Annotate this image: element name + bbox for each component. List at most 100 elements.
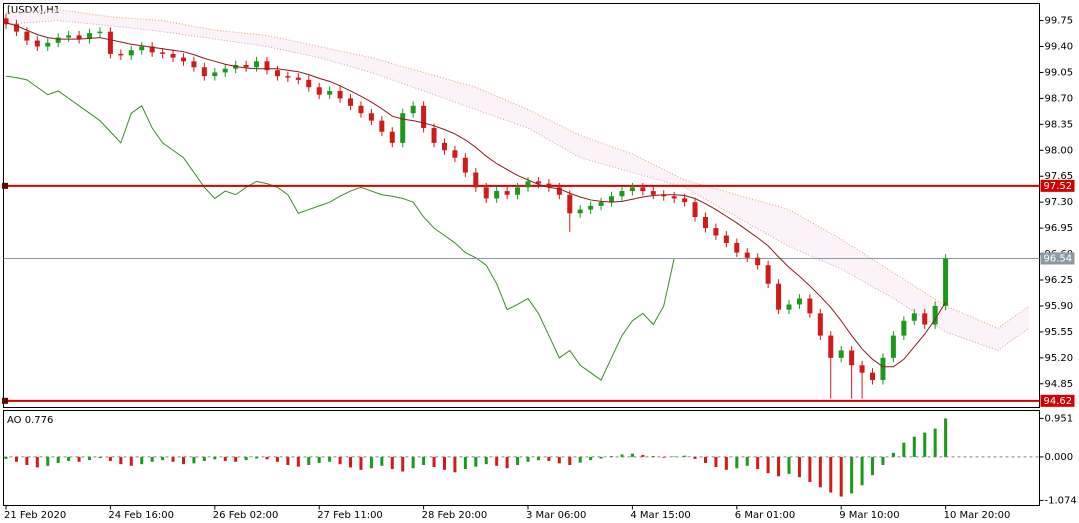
candle-body bbox=[817, 313, 823, 336]
indicator-title: AO 0.776 bbox=[7, 415, 53, 426]
candle-body bbox=[556, 187, 562, 195]
candle-body bbox=[932, 305, 938, 325]
candle-body bbox=[713, 228, 719, 236]
ao-bar bbox=[108, 456, 112, 461]
ao-bar bbox=[265, 456, 269, 460]
ao-bar bbox=[484, 456, 488, 465]
y-tick-label: 94.85 bbox=[1045, 379, 1074, 390]
ao-bar bbox=[474, 456, 478, 467]
ao-bar bbox=[693, 456, 697, 459]
ao-bar bbox=[380, 456, 384, 466]
ao-bar bbox=[912, 436, 916, 457]
ao-bar bbox=[307, 456, 311, 466]
level-label-box bbox=[1040, 179, 1075, 192]
indicator-y-tick-label: 0.951 bbox=[1045, 413, 1074, 424]
candle-body bbox=[34, 40, 40, 47]
level-label-box bbox=[1040, 394, 1075, 407]
y-tick-label: 97.65 bbox=[1045, 171, 1074, 182]
ao-bar bbox=[129, 456, 133, 466]
candle-body bbox=[358, 105, 364, 114]
candle-body bbox=[254, 61, 260, 68]
candle-body bbox=[650, 191, 656, 195]
candle-body bbox=[76, 35, 82, 40]
ao-bar bbox=[328, 456, 332, 462]
candle-body bbox=[598, 202, 604, 206]
candle-body bbox=[880, 357, 886, 381]
level-marker bbox=[2, 397, 8, 404]
level-label: 94.62 bbox=[1044, 396, 1073, 407]
x-tick-label: 26 Feb 02:00 bbox=[213, 510, 279, 521]
cloud-span-b bbox=[5, 20, 1030, 351]
ao-bar bbox=[171, 456, 175, 462]
price-pane-frame bbox=[3, 3, 1040, 408]
ao-bar bbox=[234, 456, 238, 462]
level-label: 96.54 bbox=[1044, 254, 1073, 265]
candle-body bbox=[431, 128, 437, 143]
candle-body bbox=[723, 235, 729, 243]
candle-body bbox=[118, 53, 124, 56]
y-tick-label: 98.00 bbox=[1045, 145, 1074, 156]
ao-bar bbox=[77, 456, 81, 462]
candle-body bbox=[796, 298, 802, 305]
y-tick-label: 98.35 bbox=[1045, 119, 1074, 130]
lagging-line bbox=[5, 75, 675, 381]
candle-body bbox=[567, 194, 573, 214]
x-tick-label: 6 Mar 01:00 bbox=[735, 510, 795, 521]
candle-body bbox=[515, 187, 521, 195]
ao-bar bbox=[192, 456, 196, 464]
ao-bar bbox=[401, 456, 405, 472]
candle-body bbox=[629, 187, 635, 192]
level-label: 97.52 bbox=[1044, 181, 1073, 192]
indicator-pane-frame bbox=[3, 410, 1040, 506]
level-marker bbox=[2, 182, 8, 189]
ao-bar bbox=[526, 456, 530, 462]
candle-body bbox=[682, 198, 688, 203]
ao-bar bbox=[871, 456, 875, 476]
candle-body bbox=[765, 265, 771, 284]
candle-body bbox=[264, 61, 270, 71]
ao-bar bbox=[777, 456, 781, 477]
ao-bar bbox=[662, 456, 666, 458]
y-tick-label: 95.55 bbox=[1045, 327, 1074, 338]
candle-body bbox=[222, 68, 228, 73]
candle-body bbox=[316, 87, 322, 95]
ao-bar bbox=[505, 456, 509, 469]
ao-bar bbox=[944, 418, 948, 457]
candle-body bbox=[306, 79, 312, 88]
ao-bar bbox=[202, 456, 206, 461]
ao-bar bbox=[422, 456, 426, 466]
ao-bar bbox=[317, 456, 321, 463]
x-tick-label: 21 Feb 2020 bbox=[4, 510, 66, 521]
ao-bar bbox=[610, 456, 614, 457]
candle-body bbox=[24, 31, 30, 41]
candle-body bbox=[274, 70, 280, 77]
candle-body bbox=[107, 31, 113, 54]
ao-bar bbox=[536, 456, 540, 461]
candle-body bbox=[191, 61, 197, 68]
ao-bar bbox=[589, 456, 593, 461]
candle-body bbox=[828, 335, 834, 358]
ao-bar bbox=[119, 456, 123, 465]
candle-body bbox=[535, 181, 541, 184]
candle-body bbox=[243, 65, 249, 68]
x-tick-label: 9 Mar 10:00 bbox=[839, 510, 899, 521]
candle-body bbox=[504, 191, 510, 195]
x-tick-label: 28 Feb 20:00 bbox=[422, 510, 488, 521]
candle-body bbox=[755, 257, 761, 266]
candle-body bbox=[87, 33, 93, 40]
ao-bar bbox=[829, 456, 833, 493]
candle-body bbox=[389, 131, 395, 143]
candle-body bbox=[13, 24, 19, 32]
ao-bar bbox=[923, 432, 927, 457]
candle-body bbox=[525, 181, 531, 188]
ao-bar bbox=[25, 456, 29, 466]
candle-body bbox=[744, 252, 750, 258]
ao-bar bbox=[140, 456, 144, 465]
candle-body bbox=[702, 216, 708, 229]
ao-bar bbox=[756, 456, 760, 470]
candle-body bbox=[3, 18, 9, 25]
candle-body bbox=[619, 191, 625, 197]
indicator-y-tick-label: -1.074 bbox=[1045, 495, 1077, 506]
candle-body bbox=[786, 304, 792, 310]
